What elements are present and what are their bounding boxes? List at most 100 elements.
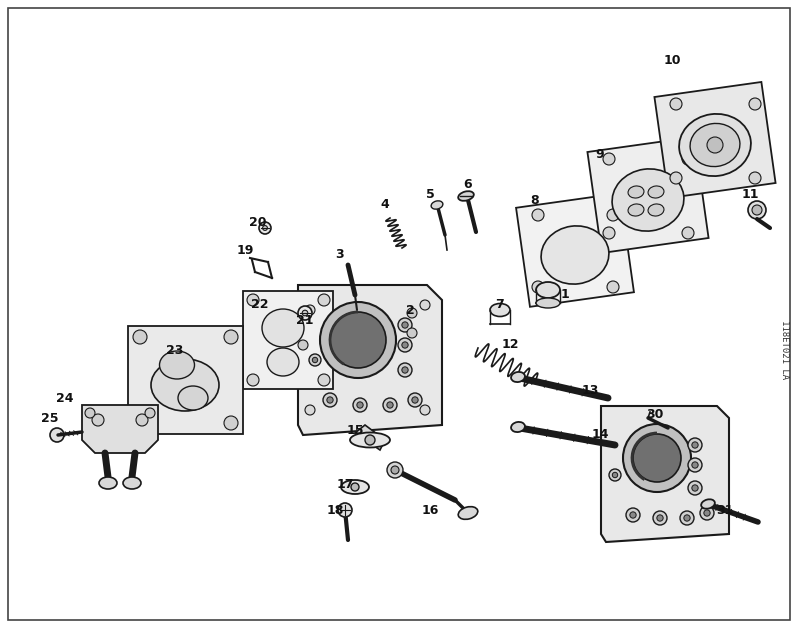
Circle shape <box>532 209 544 221</box>
Ellipse shape <box>151 359 219 411</box>
Circle shape <box>692 442 698 448</box>
Circle shape <box>603 227 615 239</box>
Circle shape <box>298 306 312 320</box>
Circle shape <box>680 511 694 525</box>
Circle shape <box>247 374 259 386</box>
Circle shape <box>391 466 399 474</box>
Circle shape <box>309 354 321 366</box>
Circle shape <box>398 363 412 377</box>
Circle shape <box>398 338 412 352</box>
Circle shape <box>532 281 544 293</box>
Ellipse shape <box>648 204 664 216</box>
Circle shape <box>136 414 148 426</box>
Text: 22: 22 <box>251 299 269 311</box>
Circle shape <box>353 398 367 412</box>
Circle shape <box>312 357 318 363</box>
Circle shape <box>357 402 363 408</box>
Circle shape <box>402 367 408 373</box>
Polygon shape <box>298 285 442 435</box>
Circle shape <box>298 340 308 350</box>
Circle shape <box>50 428 64 442</box>
Circle shape <box>692 485 698 491</box>
Text: 10: 10 <box>663 54 681 67</box>
Circle shape <box>704 510 710 516</box>
Circle shape <box>351 483 359 491</box>
Text: 17: 17 <box>336 479 354 491</box>
Text: 8: 8 <box>530 193 539 207</box>
Text: 13: 13 <box>582 384 598 396</box>
Ellipse shape <box>511 372 525 382</box>
Text: 15: 15 <box>346 423 364 437</box>
Ellipse shape <box>648 186 664 198</box>
Circle shape <box>133 330 147 344</box>
Ellipse shape <box>679 114 751 176</box>
Text: 21: 21 <box>296 314 314 326</box>
Circle shape <box>630 512 636 518</box>
Ellipse shape <box>159 351 194 379</box>
Ellipse shape <box>690 123 740 166</box>
Circle shape <box>420 405 430 415</box>
Ellipse shape <box>490 304 510 316</box>
Text: 31: 31 <box>716 503 734 517</box>
Circle shape <box>259 222 271 234</box>
Text: 18: 18 <box>326 503 344 517</box>
Ellipse shape <box>458 507 478 519</box>
Circle shape <box>383 398 397 412</box>
Circle shape <box>262 226 267 231</box>
Text: 2: 2 <box>406 304 414 316</box>
Circle shape <box>653 511 667 525</box>
Circle shape <box>402 322 408 328</box>
Circle shape <box>402 342 408 348</box>
Circle shape <box>607 209 619 221</box>
Circle shape <box>318 374 330 386</box>
Ellipse shape <box>511 422 525 432</box>
Polygon shape <box>516 193 634 307</box>
Circle shape <box>407 308 417 318</box>
Polygon shape <box>243 291 333 389</box>
Circle shape <box>682 227 694 239</box>
Circle shape <box>752 205 762 215</box>
Ellipse shape <box>541 226 609 284</box>
Text: 5: 5 <box>426 188 434 202</box>
Text: 9: 9 <box>596 149 604 161</box>
Circle shape <box>387 462 403 478</box>
Ellipse shape <box>431 201 443 209</box>
Ellipse shape <box>262 309 304 347</box>
Text: 20: 20 <box>250 215 266 229</box>
Text: 23: 23 <box>166 343 184 357</box>
Circle shape <box>302 310 308 316</box>
Circle shape <box>92 414 104 426</box>
Circle shape <box>707 137 723 153</box>
Ellipse shape <box>536 298 560 308</box>
Text: 118ET021 LA: 118ET021 LA <box>781 321 790 379</box>
Circle shape <box>305 405 315 415</box>
Text: 30: 30 <box>646 408 664 421</box>
Ellipse shape <box>341 480 369 494</box>
Text: 3: 3 <box>336 248 344 261</box>
Circle shape <box>603 153 615 165</box>
Circle shape <box>224 330 238 344</box>
Circle shape <box>305 305 315 315</box>
Ellipse shape <box>458 191 474 201</box>
Circle shape <box>145 408 155 418</box>
Circle shape <box>684 515 690 521</box>
Circle shape <box>323 393 337 407</box>
Circle shape <box>85 408 95 418</box>
Polygon shape <box>654 82 775 198</box>
Text: 14: 14 <box>591 428 609 442</box>
Text: 19: 19 <box>236 244 254 256</box>
Circle shape <box>626 508 640 522</box>
Circle shape <box>612 472 618 478</box>
Circle shape <box>748 201 766 219</box>
Circle shape <box>133 416 147 430</box>
Ellipse shape <box>99 477 117 489</box>
Circle shape <box>688 481 702 495</box>
Circle shape <box>682 153 694 165</box>
Circle shape <box>365 435 375 445</box>
Text: 6: 6 <box>464 178 472 192</box>
Circle shape <box>398 318 412 332</box>
Ellipse shape <box>612 169 684 231</box>
Circle shape <box>692 462 698 468</box>
Ellipse shape <box>701 500 715 508</box>
Text: 12: 12 <box>502 338 518 352</box>
